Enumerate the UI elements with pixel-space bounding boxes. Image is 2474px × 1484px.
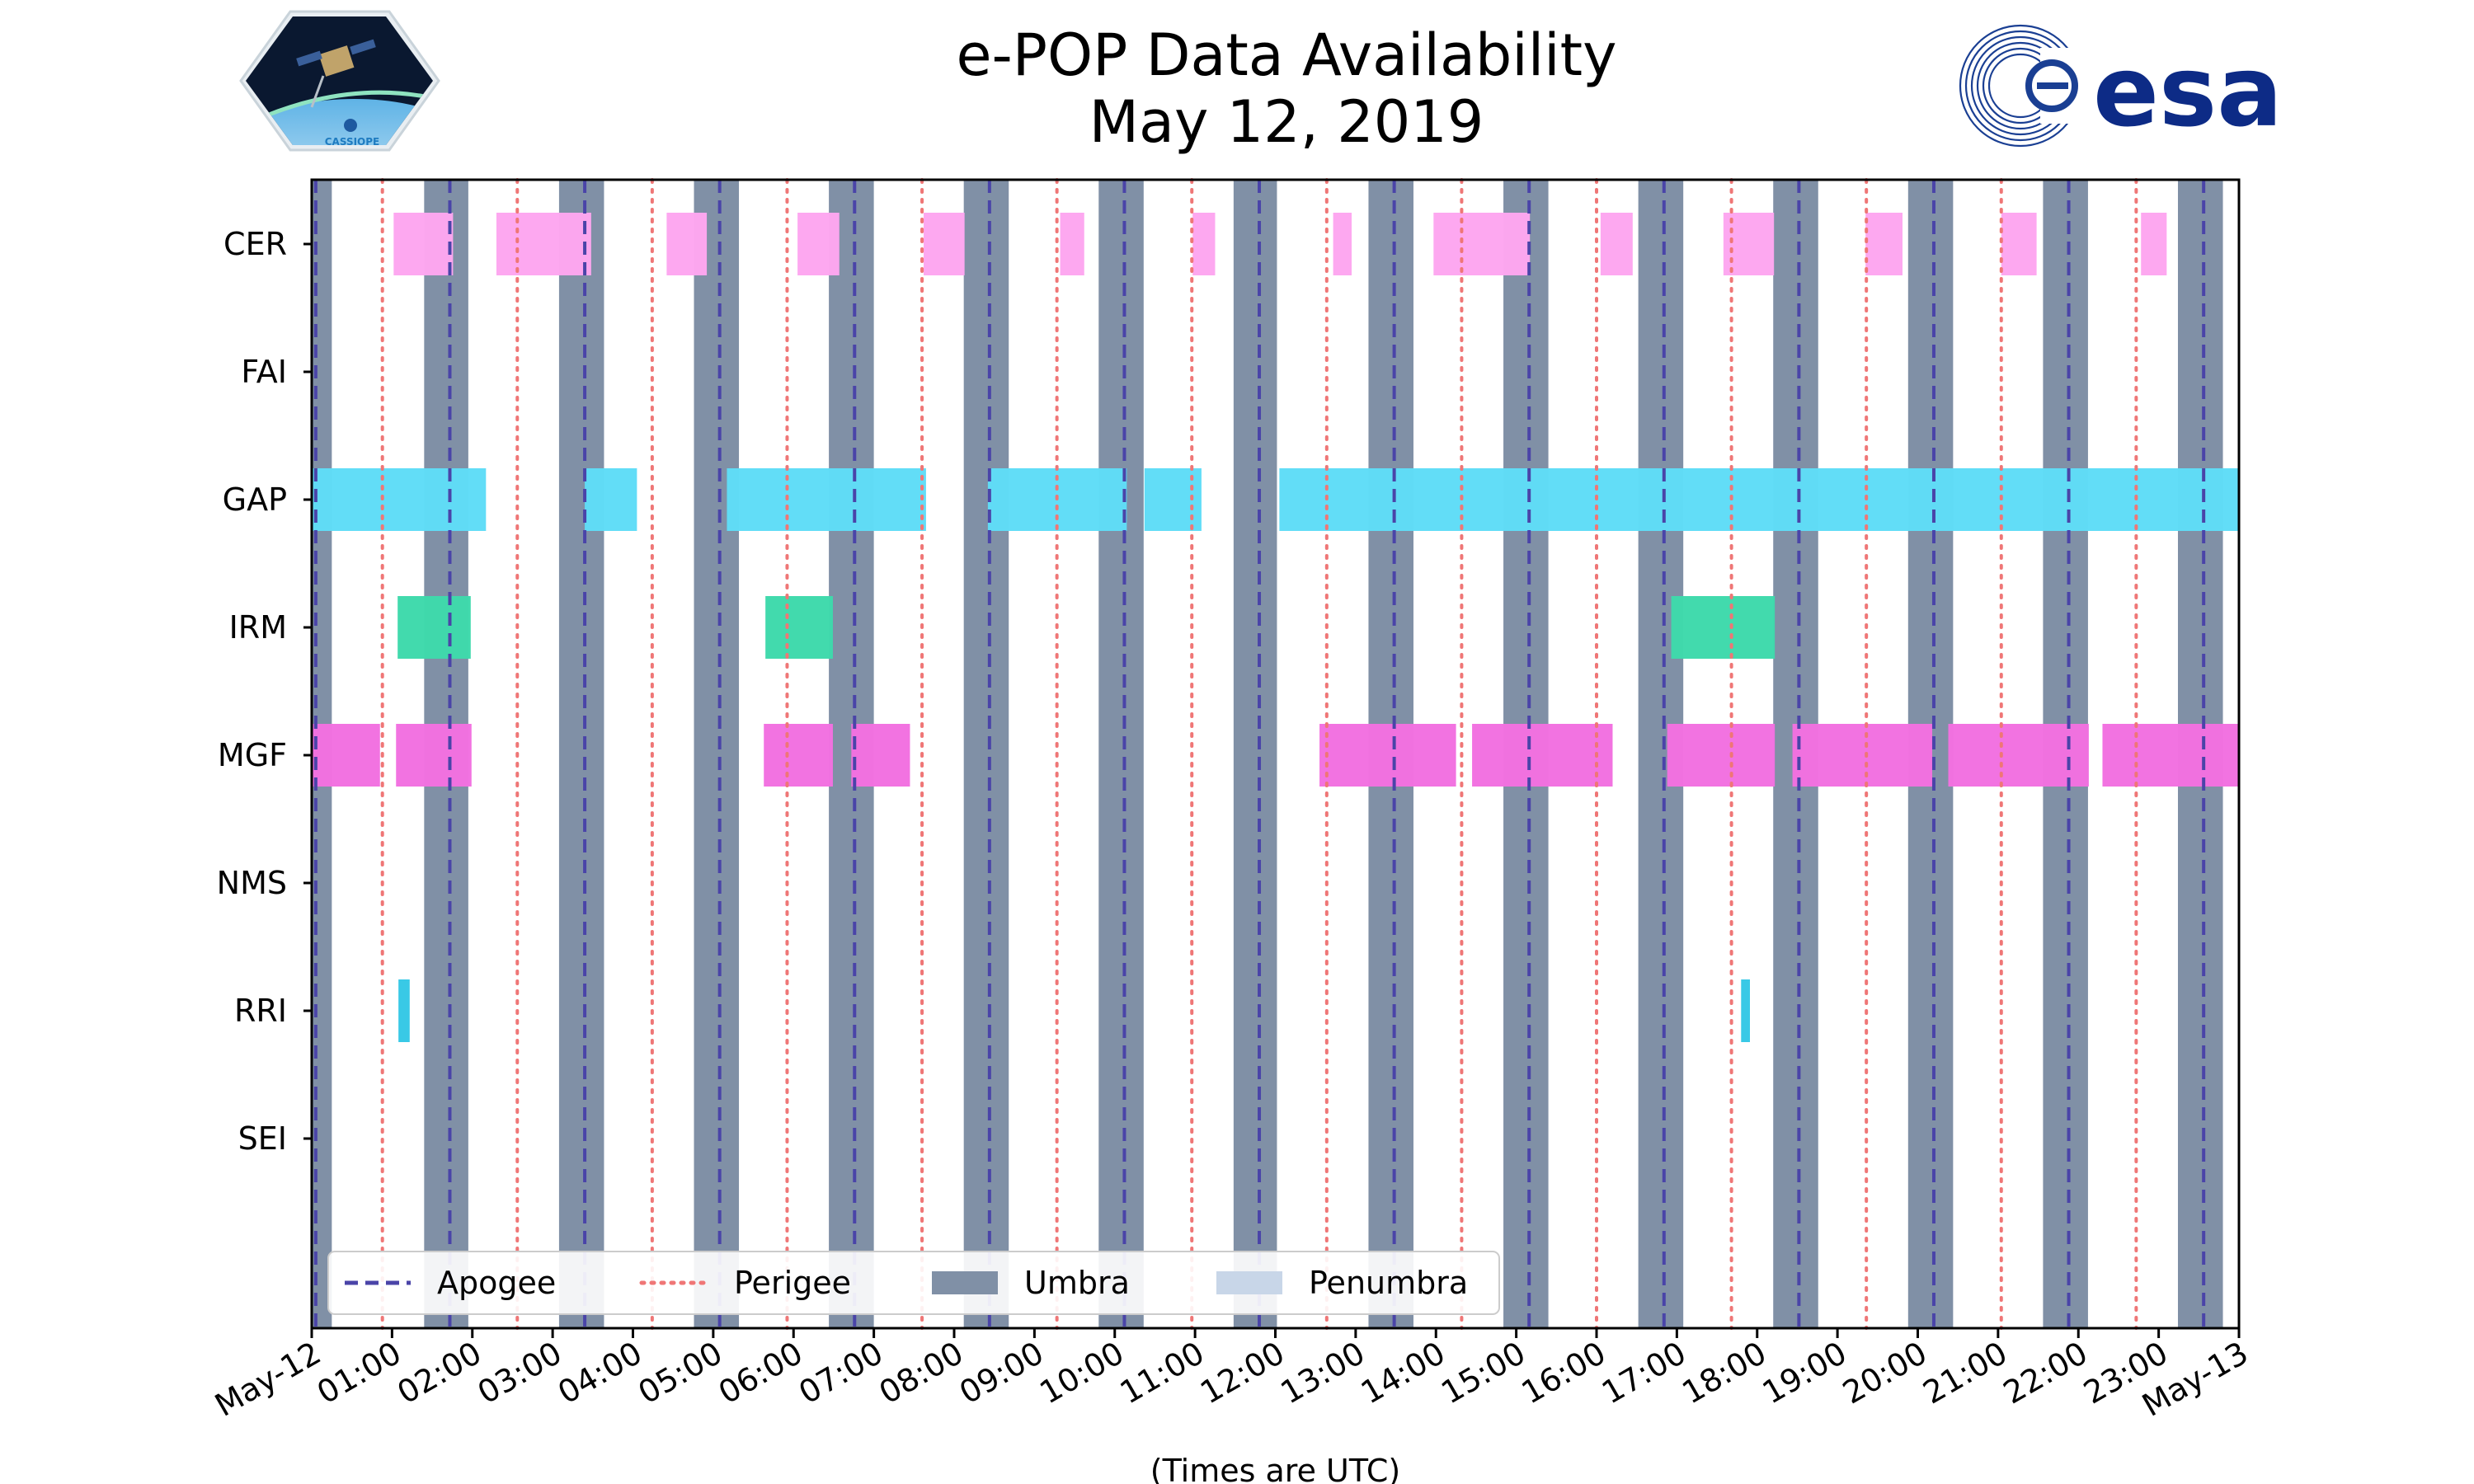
- legend-label-umbra: Umbra: [1024, 1265, 1130, 1301]
- availability-bar-cer: [666, 213, 708, 275]
- availability-bar-mgf: [2102, 724, 2239, 787]
- availability-bar-cer: [1192, 213, 1216, 275]
- umbra-band: [1098, 180, 1144, 1328]
- x-tick-label: 15:00: [1435, 1335, 1531, 1411]
- x-tick-label: 04:00: [552, 1335, 648, 1411]
- y-tick-label: GAP: [223, 481, 287, 518]
- x-tick-label: 03:00: [472, 1335, 568, 1411]
- umbra-band: [694, 180, 740, 1328]
- x-tick-label: 20:00: [1837, 1335, 1933, 1411]
- legend-label-penumbra: Penumbra: [1309, 1265, 1468, 1301]
- legend: Apogee Perigee Umbra Penumbra: [327, 1251, 1500, 1315]
- x-tick-label: 11:00: [1114, 1335, 1211, 1411]
- x-axis-label: (Times are UTC): [1150, 1453, 1400, 1484]
- availability-bar-mgf: [1792, 724, 1933, 787]
- chart-title-line2: May 12, 2019: [1089, 88, 1484, 156]
- y-tick-label: CER: [223, 226, 287, 262]
- availability-bar-cer: [1433, 213, 1531, 275]
- availability-bar-cer: [1600, 213, 1633, 275]
- y-tick-label: SEI: [238, 1120, 287, 1157]
- availability-bar-cer: [923, 213, 965, 275]
- availability-bar-mgf: [1948, 724, 2089, 787]
- availability-bar-cer: [1060, 213, 1084, 275]
- legend-swatch-penumbra: [1216, 1271, 1282, 1294]
- x-tick-label: 10:00: [1033, 1335, 1130, 1411]
- chart-title-line1: e-POP Data Availability: [956, 21, 1617, 89]
- y-tick-label: MGF: [218, 737, 287, 773]
- availability-bar-mgf: [396, 724, 472, 787]
- availability-bar-cer: [393, 213, 454, 275]
- availability-bar-mgf: [1319, 724, 1456, 787]
- y-tick-label: RRI: [234, 993, 287, 1029]
- x-tick-label: 08:00: [873, 1335, 970, 1411]
- availability-bar-gap: [585, 468, 637, 531]
- availability-bar-mgf: [764, 724, 833, 787]
- x-tick-label: 17:00: [1596, 1335, 1692, 1411]
- availability-bar-mgf: [312, 724, 380, 787]
- availability-bar-mgf: [851, 724, 910, 787]
- x-tick-label: 02:00: [391, 1335, 487, 1411]
- x-tick-label: 22:00: [1997, 1335, 2094, 1411]
- availability-bar-irm: [1671, 596, 1776, 659]
- y-tick-label: NMS: [217, 865, 287, 901]
- umbra-band: [558, 180, 604, 1328]
- legend-swatch-umbra: [932, 1271, 998, 1294]
- legend-label-apogee: Apogee: [437, 1265, 556, 1301]
- x-tick-label: 07:00: [793, 1335, 889, 1411]
- availability-bar-cer: [496, 213, 591, 275]
- availability-bar-cer: [1865, 213, 1903, 275]
- x-tick-label: 21:00: [1917, 1335, 2014, 1411]
- legend-box: [327, 1251, 1500, 1315]
- x-tick-label: 19:00: [1757, 1335, 1853, 1411]
- availability-bar-cer: [2141, 213, 2167, 275]
- badge-text: CASSIOPE: [325, 136, 380, 148]
- availability-bar-cer: [1333, 213, 1352, 275]
- x-tick-label: 09:00: [953, 1335, 1050, 1411]
- esa-logo: esa: [1959, 24, 2283, 148]
- availability-bar-irm: [765, 596, 833, 659]
- y-tick-label: IRM: [229, 609, 287, 646]
- availability-bar-mgf: [1472, 724, 1613, 787]
- umbra-band: [963, 180, 1009, 1328]
- x-tick-label: 01:00: [311, 1335, 407, 1411]
- availability-bar-rri: [1741, 979, 1750, 1042]
- x-tick-label: 13:00: [1275, 1335, 1371, 1411]
- x-tick-label: 05:00: [633, 1335, 729, 1411]
- availability-bar-cer: [2001, 213, 2037, 275]
- esa-logo-text: esa: [2093, 35, 2283, 148]
- y-tick-label: FAI: [241, 354, 287, 390]
- availability-bar-gap: [312, 468, 487, 531]
- umbra-band: [1233, 180, 1277, 1328]
- availability-bar-irm: [397, 596, 471, 659]
- x-tick-label: 14:00: [1355, 1335, 1451, 1411]
- legend-label-perigee: Perigee: [734, 1265, 851, 1301]
- availability-bar-gap: [727, 468, 926, 531]
- x-tick-label: 18:00: [1676, 1335, 1772, 1411]
- x-tick-label: 16:00: [1516, 1335, 1612, 1411]
- availability-bar-mgf: [1667, 724, 1776, 787]
- plot-area: CER FAI GAP IRM MGF NMS RRI SEI May-1201:0002:00…: [209, 178, 2255, 1484]
- availability-bar-rri: [398, 979, 410, 1042]
- x-tick-label: May-12: [209, 1335, 327, 1424]
- x-tick-label: 12:00: [1194, 1335, 1291, 1411]
- availability-bar-cer: [797, 213, 840, 275]
- x-tick-label: 06:00: [713, 1335, 809, 1411]
- availability-bar-gap: [1279, 468, 2239, 531]
